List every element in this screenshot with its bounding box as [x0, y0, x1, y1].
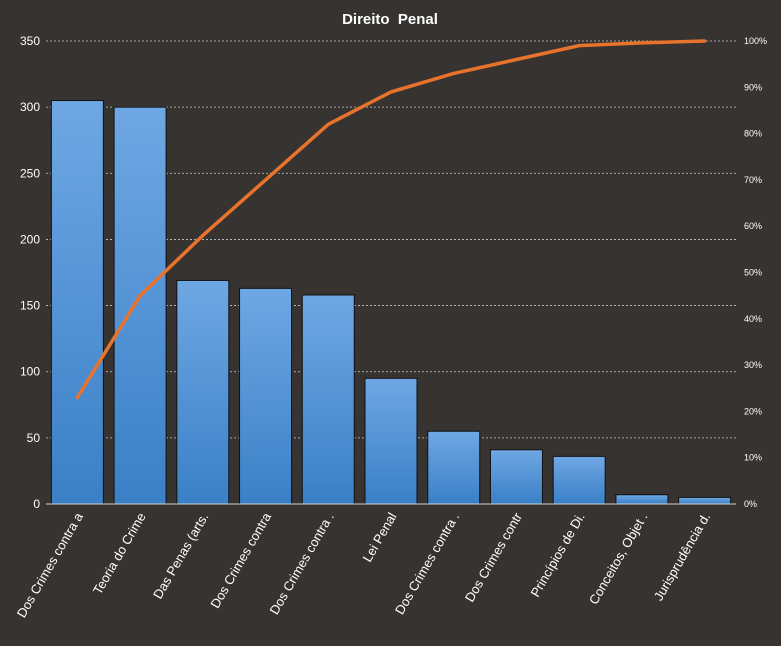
- bar: [364, 377, 418, 505]
- bars: [50, 100, 732, 505]
- bar: [50, 100, 104, 505]
- bar: [239, 287, 293, 505]
- y2-tick-label: 10%: [744, 453, 762, 463]
- x-tick-label: Dos Crimes contra .: [266, 510, 336, 617]
- y-tick-label: 300: [20, 100, 40, 114]
- bar: [176, 279, 230, 505]
- x-tick-label: Dos Crimes contr: [462, 509, 526, 604]
- line-point: [139, 295, 141, 297]
- y-tick-label: 100: [20, 365, 40, 379]
- cumulative-line: [75, 39, 707, 400]
- x-tick-label: Lei Penal: [359, 510, 399, 565]
- x-tick-label: Dos Crimes contra: [207, 509, 274, 610]
- cumulative-line-path: [75, 39, 707, 400]
- y2-tick-label: 90%: [744, 82, 762, 92]
- chart-title: Direito Penal: [342, 11, 438, 28]
- y2-tick-label: 70%: [744, 175, 762, 185]
- bar: [615, 494, 669, 505]
- line-point: [390, 91, 392, 93]
- y-tick-label: 0: [33, 497, 40, 511]
- x-tick-label: Jurisprudência d.: [651, 510, 713, 603]
- x-tick-label: Dos Crimes contra .: [392, 510, 462, 617]
- x-tick-label: Das Penas (arts.: [150, 510, 211, 601]
- line-point: [265, 179, 267, 181]
- y-tick-label: 50: [27, 431, 41, 445]
- y2-tick-label: 60%: [744, 221, 762, 231]
- line-point: [515, 59, 517, 61]
- x-tick-label: Teoria do Crime: [90, 510, 149, 597]
- x-tick-label: Conceitos, Objet .: [586, 510, 651, 607]
- y2-tick-label: 80%: [744, 129, 762, 139]
- y2-tick-label: 20%: [744, 406, 762, 416]
- line-point: [641, 42, 643, 44]
- bar: [678, 496, 732, 505]
- y2-tick-label: 100%: [744, 36, 767, 46]
- y2-tick-label: 50%: [744, 268, 762, 278]
- line-point: [578, 45, 580, 47]
- bar: [301, 294, 355, 505]
- y-tick-label: 200: [20, 232, 40, 246]
- bar: [427, 430, 481, 505]
- x-tick-label: Princípios de Di.: [527, 510, 587, 599]
- y-tick-label: 250: [20, 166, 40, 180]
- bar: [552, 455, 606, 505]
- line-point: [704, 40, 706, 42]
- line-point: [76, 397, 78, 399]
- bar: [489, 449, 543, 505]
- bar: [113, 106, 167, 505]
- line-point: [202, 234, 204, 236]
- y2-tick-label: 30%: [744, 360, 762, 370]
- y-tick-label: 150: [20, 299, 40, 313]
- line-point: [453, 72, 455, 74]
- y-tick-label: 350: [20, 34, 40, 48]
- x-tick-label: Dos Crimes contra a: [14, 509, 87, 620]
- line-point: [327, 123, 329, 125]
- y2-tick-label: 0%: [744, 499, 757, 509]
- y2-tick-label: 40%: [744, 314, 762, 324]
